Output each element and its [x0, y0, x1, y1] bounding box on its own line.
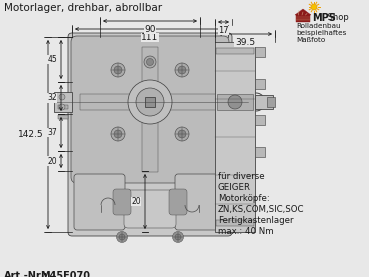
Circle shape [175, 127, 189, 141]
Text: Motorköpfe:: Motorköpfe: [218, 194, 270, 203]
Bar [232, 105, 242, 109]
Text: 32: 32 [47, 94, 57, 102]
Circle shape [175, 234, 181, 240]
Bar [296, 15, 310, 22]
Bar [54, 92, 72, 112]
Bar [255, 47, 265, 57]
Bar [58, 115, 68, 119]
Text: 90: 90 [144, 25, 156, 34]
Text: Rolladenbau: Rolladenbau [296, 23, 341, 29]
Text: ZN,KS,COM,SIC,SOC: ZN,KS,COM,SIC,SOC [218, 205, 304, 214]
Text: Motorlager, drehbar, abrollbar: Motorlager, drehbar, abrollbar [4, 3, 162, 13]
Circle shape [59, 104, 65, 110]
Text: 111: 111 [141, 33, 159, 42]
FancyBboxPatch shape [124, 190, 176, 228]
Circle shape [172, 232, 183, 242]
Bar [215, 42, 255, 232]
Circle shape [111, 127, 125, 141]
FancyBboxPatch shape [71, 36, 229, 183]
Circle shape [178, 130, 186, 138]
Text: 45: 45 [47, 55, 57, 64]
Bar [145, 97, 155, 107]
Bar [216, 220, 254, 226]
Text: 17: 17 [218, 26, 229, 35]
Bar [267, 97, 275, 107]
Circle shape [146, 58, 154, 65]
Bar [80, 94, 220, 110]
Bar [58, 105, 68, 109]
Bar [142, 47, 158, 172]
Circle shape [119, 234, 125, 240]
Circle shape [128, 80, 172, 124]
FancyBboxPatch shape [169, 189, 187, 215]
Bar [255, 115, 265, 125]
Bar [228, 92, 246, 112]
Circle shape [59, 94, 65, 100]
Text: 20: 20 [131, 197, 141, 206]
Circle shape [136, 88, 164, 116]
Polygon shape [295, 9, 311, 15]
FancyBboxPatch shape [113, 189, 131, 215]
Text: 37: 37 [47, 128, 57, 137]
Bar [217, 94, 253, 110]
Circle shape [114, 66, 122, 74]
Circle shape [117, 232, 128, 242]
Bar [232, 115, 242, 119]
Bar [216, 48, 254, 54]
Circle shape [311, 4, 317, 10]
Circle shape [144, 56, 156, 68]
FancyBboxPatch shape [175, 174, 226, 230]
Circle shape [114, 130, 122, 138]
Text: 39.5: 39.5 [235, 38, 255, 47]
Bar [255, 95, 273, 109]
Bar [255, 79, 265, 89]
Text: beispielhaftes: beispielhaftes [296, 30, 346, 36]
Text: Maßfoto: Maßfoto [296, 37, 325, 43]
Text: MPS: MPS [312, 13, 336, 23]
Text: max.: 40 Nm: max.: 40 Nm [218, 227, 274, 236]
Text: Shop: Shop [325, 13, 349, 22]
Text: Art.-Nr.:: Art.-Nr.: [4, 271, 48, 277]
Text: 142.5: 142.5 [18, 130, 44, 139]
Circle shape [235, 104, 241, 110]
Circle shape [175, 63, 189, 77]
Circle shape [235, 94, 241, 100]
Circle shape [228, 95, 242, 109]
FancyBboxPatch shape [68, 33, 232, 236]
Bar [255, 147, 265, 157]
Text: für diverse: für diverse [218, 172, 265, 181]
Circle shape [111, 63, 125, 77]
FancyBboxPatch shape [74, 174, 125, 230]
Text: Fertigkastenlager: Fertigkastenlager [218, 216, 293, 225]
Text: M45F070: M45F070 [40, 271, 90, 277]
Text: GEIGER: GEIGER [218, 183, 251, 192]
Circle shape [178, 66, 186, 74]
Text: 20: 20 [47, 157, 57, 165]
